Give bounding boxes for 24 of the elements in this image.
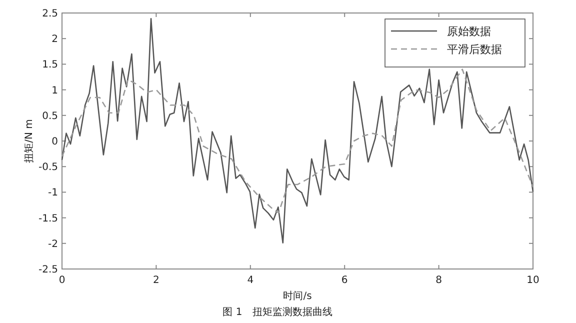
legend-label: 原始数据	[447, 25, 491, 38]
x-tick-label: 6	[341, 275, 348, 286]
x-tick-label: 0	[58, 275, 66, 286]
y-tick-label: 1.5	[42, 60, 58, 71]
y-tick-label: 0	[52, 136, 58, 148]
y-tick-label: 0.5	[42, 110, 58, 122]
x-tick-label: 4	[247, 275, 254, 286]
x-tick-label: 2	[153, 275, 160, 286]
y-tick-label: 2.5	[42, 8, 58, 20]
y-tick-label: -2.5	[38, 264, 58, 276]
y-tick-label: -1	[48, 188, 58, 199]
caption: 图 1 扭矩监测数据曲线	[222, 306, 332, 318]
y-tick-label: 1	[52, 85, 58, 96]
y-tick-label: -2	[48, 238, 58, 250]
x-axis-title: 时间/s	[283, 290, 312, 302]
y-axis-title: 扭矩/N m	[23, 119, 35, 163]
legend-label: 平滑后数据	[447, 43, 502, 56]
x-tick-label: 10	[526, 275, 540, 286]
x-tick-label: 8	[436, 275, 442, 286]
y-tick-label: -0.5	[38, 162, 58, 174]
y-tick-label: -1.5	[38, 213, 58, 224]
line-series	[61, 18, 534, 244]
y-tick-label: 2	[52, 34, 58, 46]
line-series	[61, 68, 534, 214]
